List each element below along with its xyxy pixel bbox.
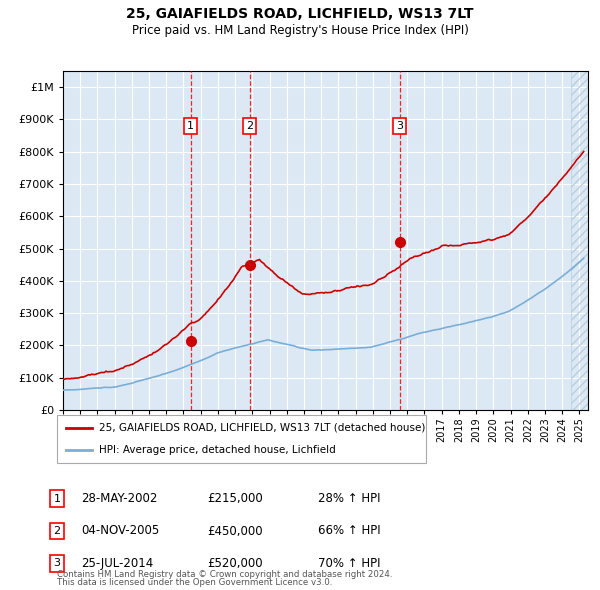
FancyBboxPatch shape [57, 415, 426, 463]
Text: 25-JUL-2014: 25-JUL-2014 [81, 557, 153, 570]
Bar [571, 71, 600, 410]
Text: 3: 3 [396, 121, 403, 131]
Text: 25, GAIAFIELDS ROAD, LICHFIELD, WS13 7LT (detached house): 25, GAIAFIELDS ROAD, LICHFIELD, WS13 7LT… [100, 423, 426, 433]
Text: This data is licensed under the Open Government Licence v3.0.: This data is licensed under the Open Gov… [57, 578, 332, 587]
Text: 25, GAIAFIELDS ROAD, LICHFIELD, WS13 7LT: 25, GAIAFIELDS ROAD, LICHFIELD, WS13 7LT [126, 7, 474, 21]
Text: 70% ↑ HPI: 70% ↑ HPI [318, 557, 380, 570]
Text: 3: 3 [53, 559, 61, 568]
Bar [571, 71, 600, 410]
Text: £450,000: £450,000 [207, 525, 263, 537]
Text: HPI: Average price, detached house, Lichfield: HPI: Average price, detached house, Lich… [100, 445, 336, 455]
Text: 1: 1 [187, 121, 194, 131]
Text: £215,000: £215,000 [207, 492, 263, 505]
Text: 28% ↑ HPI: 28% ↑ HPI [318, 492, 380, 505]
Text: 2: 2 [246, 121, 253, 131]
Text: Contains HM Land Registry data © Crown copyright and database right 2024.: Contains HM Land Registry data © Crown c… [57, 571, 392, 579]
Text: £520,000: £520,000 [207, 557, 263, 570]
Text: 2: 2 [53, 526, 61, 536]
Text: 28-MAY-2002: 28-MAY-2002 [81, 492, 157, 505]
Text: 66% ↑ HPI: 66% ↑ HPI [318, 525, 380, 537]
Text: Price paid vs. HM Land Registry's House Price Index (HPI): Price paid vs. HM Land Registry's House … [131, 24, 469, 37]
Text: 04-NOV-2005: 04-NOV-2005 [81, 525, 159, 537]
Text: 1: 1 [53, 494, 61, 503]
